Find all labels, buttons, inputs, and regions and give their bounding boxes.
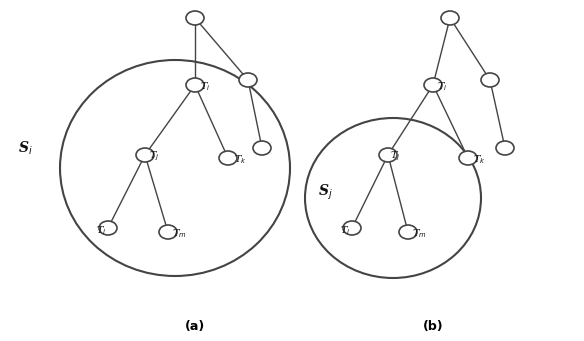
- Ellipse shape: [399, 225, 417, 239]
- Ellipse shape: [481, 73, 499, 87]
- Ellipse shape: [496, 141, 514, 155]
- Text: T$_i$: T$_i$: [200, 80, 210, 93]
- Ellipse shape: [186, 11, 204, 25]
- Text: S$_j$: S$_j$: [318, 182, 333, 202]
- Text: T$_l$: T$_l$: [340, 224, 350, 237]
- Text: T$_m$: T$_m$: [172, 227, 187, 240]
- Ellipse shape: [99, 221, 117, 235]
- Text: T$_k$: T$_k$: [473, 153, 486, 166]
- Ellipse shape: [424, 78, 442, 92]
- Ellipse shape: [379, 148, 397, 162]
- Ellipse shape: [159, 225, 177, 239]
- Text: T$_i$: T$_i$: [437, 80, 447, 93]
- Text: (a): (a): [185, 320, 205, 333]
- Ellipse shape: [343, 221, 361, 235]
- Text: S$_i$: S$_i$: [18, 139, 33, 157]
- Text: T$_k$: T$_k$: [234, 153, 246, 166]
- Ellipse shape: [441, 11, 459, 25]
- Ellipse shape: [253, 141, 271, 155]
- Ellipse shape: [459, 151, 477, 165]
- Ellipse shape: [136, 148, 154, 162]
- Text: (b): (b): [423, 320, 443, 333]
- Ellipse shape: [239, 73, 257, 87]
- Text: T$_j$: T$_j$: [149, 150, 159, 163]
- Text: T$_j$: T$_j$: [390, 150, 401, 163]
- Ellipse shape: [219, 151, 237, 165]
- Ellipse shape: [186, 78, 204, 92]
- Text: T$_m$: T$_m$: [412, 227, 427, 240]
- Text: T$_l$: T$_l$: [96, 224, 106, 237]
